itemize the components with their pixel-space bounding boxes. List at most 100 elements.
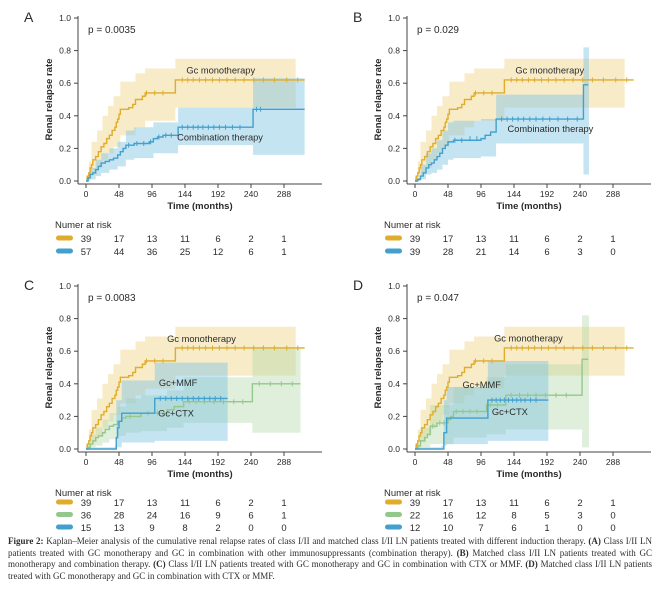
y-tick-label: 0.8 (59, 314, 71, 324)
risk-count: 25 (180, 247, 191, 258)
y-axis-title: Renal relapse rate (373, 59, 384, 141)
caption-segment: (C) (153, 559, 169, 570)
x-tick-label: 96 (476, 457, 486, 467)
y-tick-label: 1.0 (388, 281, 400, 291)
risk-count: 17 (443, 234, 454, 245)
p-value-label: p = 0.0035 (88, 25, 136, 36)
km-curve-yellow (415, 347, 634, 450)
panel-letter: C (24, 277, 34, 293)
x-tick-label: 144 (507, 189, 521, 199)
risk-count: 13 (147, 498, 158, 509)
caption-segment: Kaplan–Meier analysis of the cumulative … (46, 536, 589, 546)
risk-count: 1 (281, 498, 286, 509)
risk-count: 39 (410, 498, 421, 509)
risk-table-header: Numer at risk (55, 220, 112, 231)
risk-count: 36 (81, 511, 92, 522)
p-value-label: p = 0.029 (417, 25, 459, 36)
y-tick-label: 0.0 (59, 176, 71, 186)
y-tick-label: 1.0 (388, 13, 400, 23)
risk-count: 0 (610, 247, 615, 258)
km-chart-d: 0.0 0.2 0.4 0.6 0.8 1.0 0 48 96 144 192 240 288 Time … (353, 277, 651, 534)
risk-count: 14 (509, 247, 520, 258)
km-chart-b: 0.0 0.2 0.4 0.6 0.8 1.0 0 48 96 144 192 240 288 Time … (353, 9, 651, 258)
p-value-label: p = 0.0083 (88, 293, 136, 304)
x-tick-label: 192 (211, 457, 225, 467)
x-tick-label: 240 (573, 457, 587, 467)
caption-segment: Class I/II LN patients treated with GC m… (8, 536, 652, 558)
y-tick-label: 0.4 (388, 111, 400, 121)
risk-count: 1 (281, 247, 286, 258)
y-tick-label: 0.0 (388, 444, 400, 454)
risk-count: 11 (509, 234, 519, 245)
risk-row-swatch-green (56, 512, 73, 517)
x-tick-label: 0 (413, 457, 418, 467)
risk-count: 1 (281, 511, 286, 522)
x-tick-label: 288 (606, 457, 620, 467)
y-tick-label: 0.6 (59, 346, 71, 356)
risk-count: 12 (213, 247, 224, 258)
panel-d: 0.0 0.2 0.4 0.6 0.8 1.0 0 48 96 144 192 240 288 Time … (329, 268, 659, 536)
risk-row-swatch-yellow (385, 235, 402, 241)
risk-count: 1 (544, 523, 549, 534)
ci-band-yellow (86, 326, 296, 449)
risk-count: 16 (443, 511, 454, 522)
km-curve-blue (415, 399, 549, 450)
y-tick-label: 0.4 (59, 379, 71, 389)
panel-letter: A (24, 9, 34, 25)
series-label: Combination therapy (508, 124, 594, 134)
risk-count: 6 (544, 498, 549, 509)
risk-count: 0 (281, 523, 286, 534)
x-tick-label: 288 (277, 189, 291, 199)
risk-count: 39 (410, 234, 421, 245)
risk-count: 36 (147, 247, 158, 258)
risk-count: 21 (476, 247, 487, 258)
y-tick-label: 0.2 (388, 143, 400, 153)
axes (74, 284, 322, 456)
x-tick-label: 96 (147, 457, 157, 467)
series-label: Gc monotherapy (186, 65, 255, 75)
risk-count: 2 (248, 234, 253, 245)
km-curve-yellow (86, 79, 305, 182)
censor-ticks-blue (491, 397, 537, 403)
caption-segment: (B) (456, 547, 473, 558)
panel-letter: B (353, 9, 362, 25)
x-tick-label: 0 (84, 457, 89, 467)
axes (403, 16, 651, 188)
risk-count: 17 (114, 498, 125, 509)
risk-count: 57 (81, 247, 92, 258)
panel-letter: D (353, 277, 363, 293)
risk-count: 0 (610, 523, 615, 534)
y-tick-label: 0.6 (388, 346, 400, 356)
y-axis-title: Renal relapse rate (44, 327, 55, 409)
risk-count: 6 (248, 511, 253, 522)
km-curve-green (415, 358, 589, 450)
axes (403, 284, 651, 456)
series-label: Gc monotherapy (167, 334, 236, 344)
x-tick-label: 144 (507, 457, 521, 467)
series-label: Gc monotherapy (515, 65, 584, 75)
risk-count: 39 (81, 498, 92, 509)
x-tick-label: 240 (573, 189, 587, 199)
km-curve-green (86, 383, 301, 450)
series-label: Gc monotherapy (494, 333, 563, 343)
panel-c: 0.0 0.2 0.4 0.6 0.8 1.0 0 48 96 144 192 240 288 Time … (0, 268, 330, 536)
x-tick-label: 288 (277, 457, 291, 467)
x-axis-title: Time (months) (167, 201, 232, 212)
censor-ticks-blue (159, 395, 222, 401)
km-curve-blue (86, 397, 228, 450)
y-tick-label: 0.4 (388, 379, 400, 389)
y-tick-label: 0.2 (59, 143, 71, 153)
y-tick-label: 0.2 (59, 411, 71, 421)
risk-count: 6 (215, 498, 220, 509)
risk-row-swatch-yellow (56, 235, 73, 241)
risk-count: 9 (215, 511, 220, 522)
risk-row-swatch-blue (385, 524, 402, 530)
censor-ticks-yellow (475, 345, 628, 364)
risk-count: 11 (180, 234, 190, 245)
risk-count: 2 (577, 498, 582, 509)
ci-band-blue (86, 362, 228, 449)
y-tick-label: 0.8 (388, 314, 400, 324)
risk-table-header: Numer at risk (55, 488, 112, 499)
km-curve-blue (86, 108, 305, 182)
x-tick-label: 288 (606, 189, 620, 199)
